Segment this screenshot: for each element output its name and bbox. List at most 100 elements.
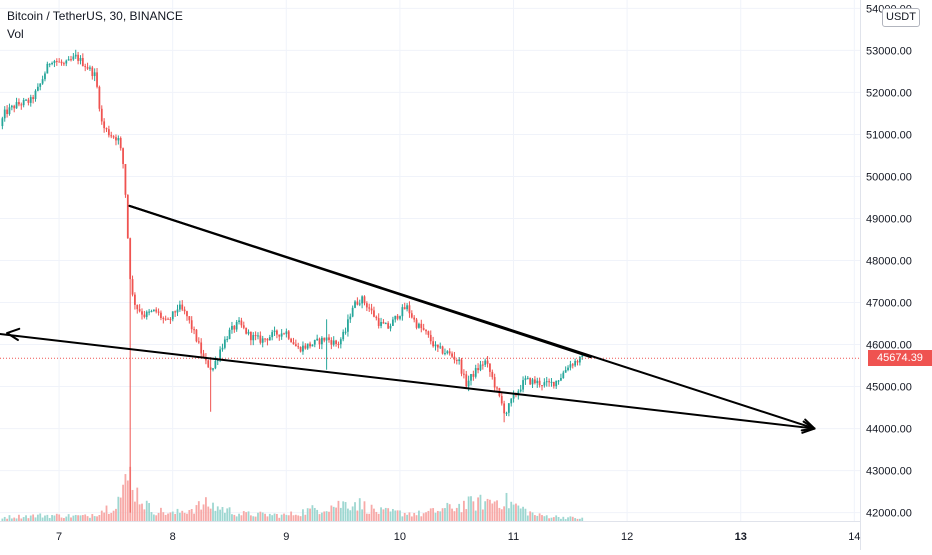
candle-body bbox=[413, 317, 416, 320]
y-tick-label: 42000.00 bbox=[866, 508, 912, 520]
volume-bar bbox=[10, 518, 13, 521]
candle-body bbox=[10, 105, 13, 108]
candle-body bbox=[529, 377, 532, 385]
candle-body bbox=[283, 333, 285, 335]
volume-bar bbox=[276, 513, 278, 521]
volume-bar bbox=[543, 516, 546, 521]
volume-bar bbox=[370, 504, 373, 521]
candle-body bbox=[294, 344, 297, 347]
candle-body bbox=[6, 109, 9, 115]
volume-bar bbox=[171, 511, 174, 521]
trend-line-2[interactable] bbox=[0, 333, 816, 430]
legend-symbol[interactable]: Bitcoin / TetherUS, 30, BINANCE bbox=[7, 9, 183, 23]
volume-bar bbox=[325, 511, 328, 521]
candle-body bbox=[536, 380, 539, 384]
currency-badge[interactable]: USDT bbox=[882, 8, 920, 27]
candle-body bbox=[93, 72, 96, 77]
volume-bar bbox=[13, 517, 16, 521]
candle-body bbox=[304, 345, 307, 349]
volume-bar bbox=[226, 508, 229, 521]
candle-body bbox=[318, 338, 321, 345]
volume-bar bbox=[188, 510, 191, 521]
volume-bar bbox=[526, 515, 529, 521]
volume-bar bbox=[195, 505, 198, 521]
candle-body bbox=[1, 118, 4, 127]
candle-body bbox=[576, 361, 579, 363]
volume-bar bbox=[89, 517, 91, 521]
candle-body bbox=[481, 364, 484, 366]
candle-body bbox=[567, 367, 569, 370]
volume-bar bbox=[67, 514, 70, 521]
volume-bar bbox=[408, 512, 411, 521]
time-axis[interactable]: 7 8 9 10 11 12 13 14 bbox=[0, 521, 860, 544]
candle-body bbox=[538, 380, 541, 386]
volume-bar bbox=[470, 496, 472, 521]
candle-body bbox=[512, 394, 515, 399]
volume-bar bbox=[55, 513, 58, 521]
x-tick-label: 14 bbox=[848, 531, 860, 543]
volume-bar bbox=[174, 513, 177, 521]
candle-body bbox=[356, 301, 359, 305]
volume-bar bbox=[81, 515, 84, 521]
volume-bar bbox=[233, 514, 236, 521]
volume-bar bbox=[515, 503, 517, 521]
candle-body bbox=[51, 63, 53, 65]
volume-bar bbox=[8, 515, 11, 521]
volume-bar bbox=[328, 511, 330, 521]
candle-body bbox=[242, 325, 245, 328]
volume-bar bbox=[212, 502, 214, 521]
price-axis[interactable]: 42000.00 43000.00 44000.00 45000.00 46000.00… bbox=[860, 0, 912, 550]
candle-body bbox=[470, 374, 472, 381]
volume-bar bbox=[560, 518, 562, 521]
arrow-head-start-2[interactable] bbox=[6, 327, 21, 342]
candle-body bbox=[545, 381, 548, 383]
y-tick-label: 45000.00 bbox=[866, 382, 912, 394]
candle-body bbox=[231, 325, 233, 330]
candle-body bbox=[564, 369, 567, 373]
trend-line-1[interactable] bbox=[128, 204, 816, 430]
volume-bar bbox=[51, 515, 53, 521]
legend-volume[interactable]: Vol bbox=[7, 27, 24, 41]
volume-bar bbox=[555, 515, 558, 521]
volume-bar bbox=[44, 515, 46, 521]
volume-bar bbox=[316, 509, 319, 521]
candle-body bbox=[500, 395, 503, 404]
y-tick-label: 53000.00 bbox=[866, 45, 912, 57]
x-tick-label: 9 bbox=[283, 531, 289, 543]
candle-body bbox=[212, 368, 214, 370]
volume-bar bbox=[576, 518, 579, 521]
volume-bar bbox=[209, 508, 212, 521]
candle-body bbox=[245, 327, 248, 334]
volume-bar bbox=[27, 518, 30, 521]
volume-bar bbox=[273, 513, 276, 521]
volume-bar bbox=[48, 517, 51, 521]
candle-body bbox=[323, 337, 326, 341]
candle-body bbox=[462, 373, 465, 375]
candle-body bbox=[91, 67, 94, 77]
candle-body bbox=[285, 331, 288, 335]
candle-body bbox=[507, 403, 510, 413]
volume-bar bbox=[124, 474, 127, 521]
candle-body bbox=[115, 137, 117, 141]
volume-bar bbox=[181, 510, 184, 521]
candle-body bbox=[363, 296, 366, 304]
volume-bar bbox=[176, 508, 179, 521]
volume-bar bbox=[439, 511, 442, 521]
volume-bar bbox=[474, 510, 477, 521]
candle-body bbox=[195, 329, 198, 342]
arrow-head-end-2[interactable] bbox=[801, 420, 816, 434]
candle-body bbox=[368, 307, 371, 309]
volume-bar bbox=[169, 512, 172, 521]
trend-drawings[interactable] bbox=[0, 204, 816, 434]
candle-body bbox=[344, 331, 347, 333]
candle-body bbox=[484, 360, 487, 365]
volume-bar bbox=[529, 511, 532, 521]
volume-bar bbox=[306, 508, 309, 521]
candle-body bbox=[276, 330, 278, 335]
volume-bar bbox=[380, 507, 382, 521]
candle-body bbox=[578, 356, 581, 363]
candle-body bbox=[382, 322, 385, 324]
candle-body bbox=[169, 319, 172, 321]
